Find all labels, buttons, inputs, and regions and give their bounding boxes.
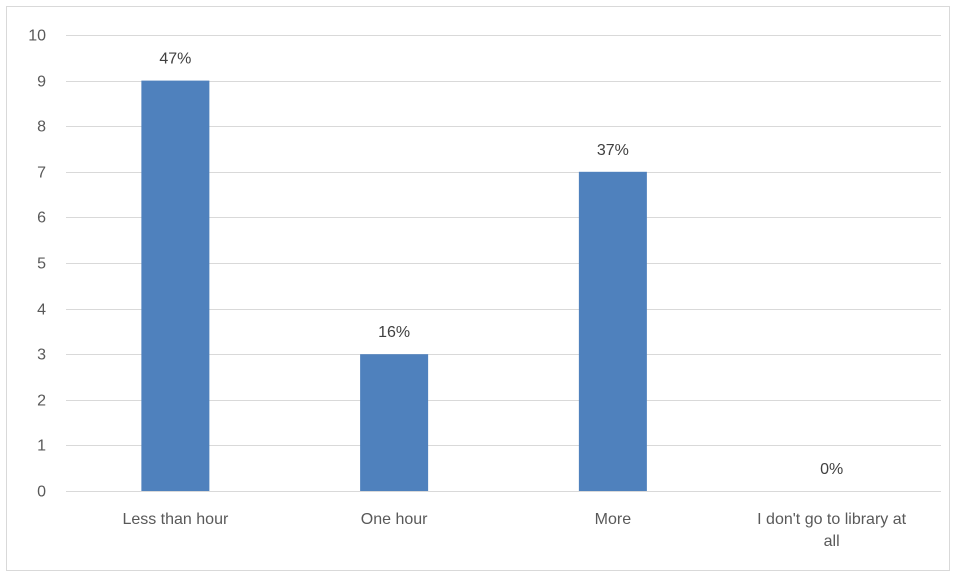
category-label-3: I don't go to library at all: [757, 511, 906, 550]
data-label-2: 37%: [597, 142, 629, 159]
y-tick-label-6: 6: [37, 210, 46, 227]
bar-2: [578, 171, 647, 492]
category-label-1: One hour: [361, 511, 428, 528]
bar-chart: 0 1 2 3 4 5 6 7 8 9 10 47% 16% 37% 0% Less than hour O…: [28, 28, 941, 550]
y-tick-label-8: 8: [37, 119, 46, 136]
y-tick-label-2: 2: [37, 393, 46, 410]
y-tick-label-7: 7: [37, 165, 46, 182]
bars: [141, 80, 647, 492]
data-label-3: 0%: [820, 461, 843, 478]
category-label-line: More: [595, 511, 632, 528]
data-label-1: 16%: [378, 324, 410, 341]
category-label-0: Less than hour: [122, 511, 229, 528]
y-tick-label-9: 9: [37, 74, 46, 91]
data-labels: 47% 16% 37% 0%: [159, 51, 843, 478]
bar-0: [141, 80, 210, 491]
category-label-line: I don't go to library at: [757, 511, 906, 528]
y-tick-label-5: 5: [37, 256, 46, 273]
bar-1: [360, 354, 429, 491]
category-label-line: all: [824, 533, 840, 550]
y-tick-label-0: 0: [37, 484, 46, 501]
gridlines: [66, 35, 941, 492]
chart-frame: 0 1 2 3 4 5 6 7 8 9 10 47% 16% 37% 0% Less than hour O…: [6, 6, 950, 571]
y-tick-label-10: 10: [28, 28, 46, 45]
data-label-0: 47%: [159, 51, 191, 68]
category-label-2: More: [595, 511, 632, 528]
x-axis-category-labels: Less than hour One hour More I don't go to …: [122, 511, 906, 550]
y-tick-label-3: 3: [37, 347, 46, 364]
category-label-line: Less than hour: [122, 511, 229, 528]
y-tick-label-4: 4: [37, 302, 46, 319]
category-label-line: One hour: [361, 511, 428, 528]
y-tick-label-1: 1: [37, 438, 46, 455]
y-axis-tick-labels: 0 1 2 3 4 5 6 7 8 9 10: [28, 28, 46, 501]
